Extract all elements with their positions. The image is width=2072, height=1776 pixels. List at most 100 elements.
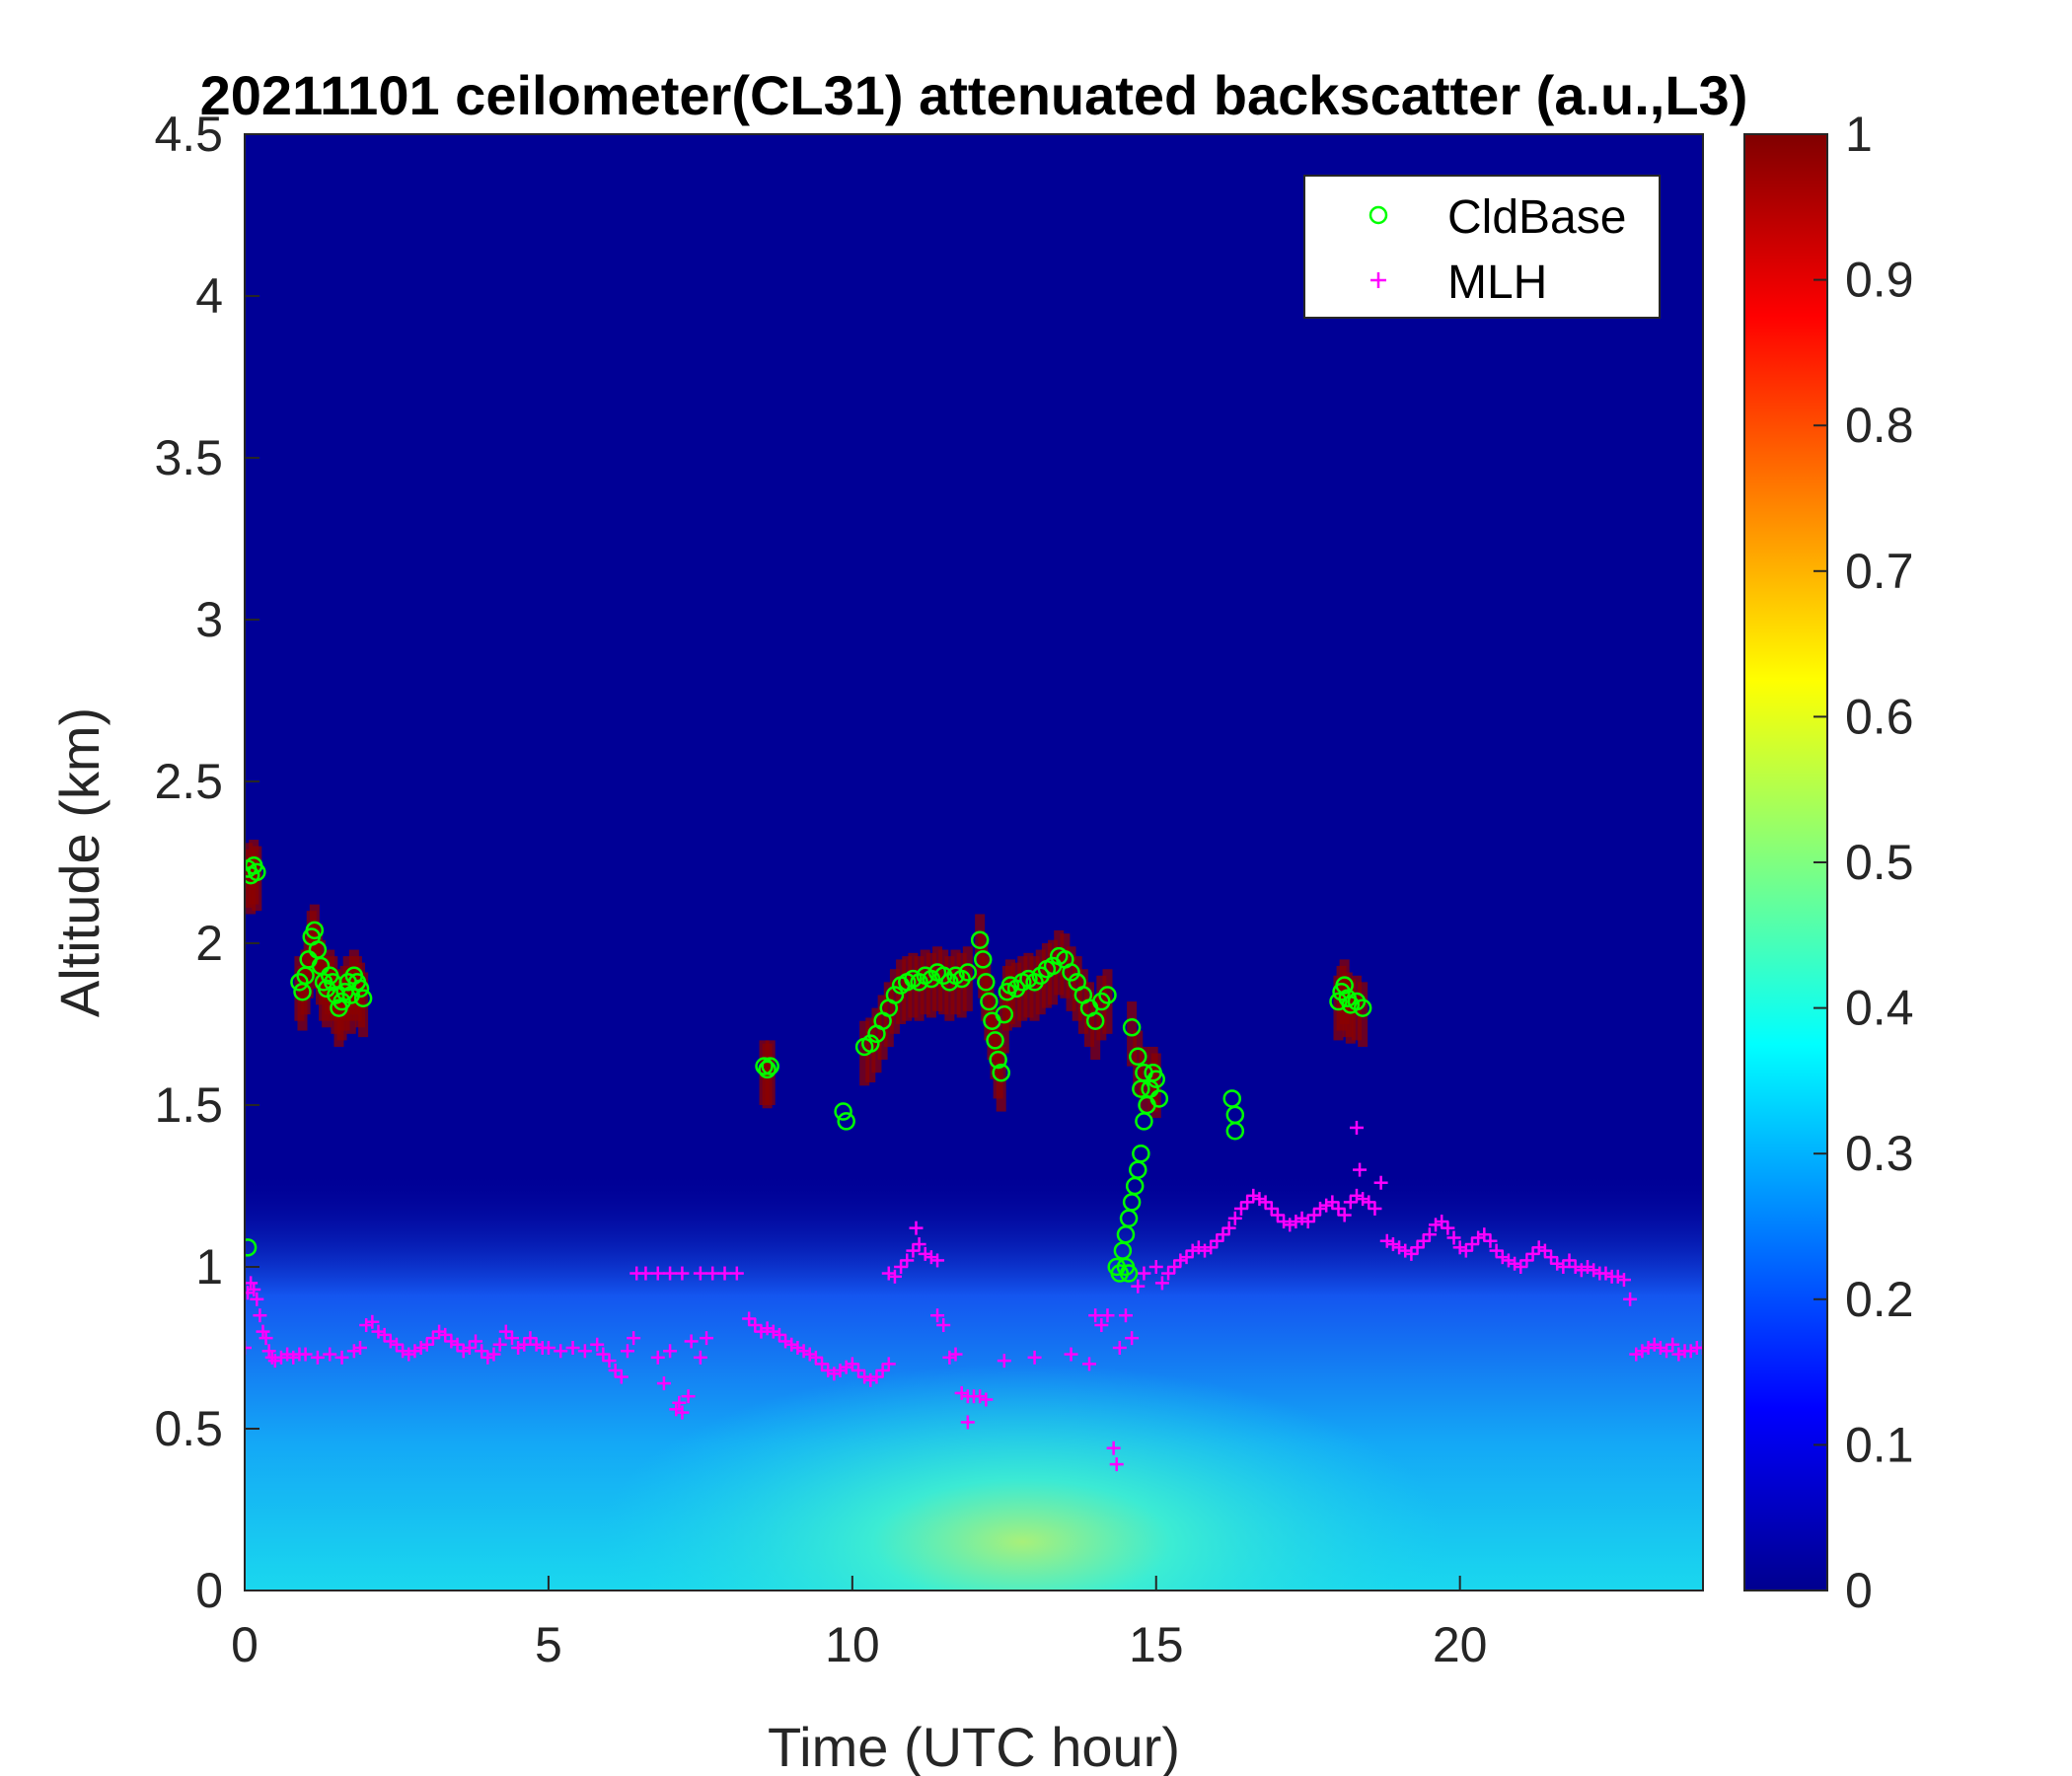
mlh-point xyxy=(909,1221,924,1235)
mlh-point xyxy=(1094,1318,1109,1333)
y-tick-label: 4 xyxy=(195,268,223,324)
plot-area xyxy=(245,134,1703,1591)
colorbar-tick-label: 1 xyxy=(1845,107,1873,162)
cloud-cell xyxy=(1035,949,1046,1015)
y-tick-label: 0 xyxy=(195,1563,223,1618)
mlh-point xyxy=(778,1334,793,1349)
mlh-point xyxy=(334,1350,349,1365)
mlh-point xyxy=(1489,1243,1504,1258)
mlh-point xyxy=(997,1354,1011,1369)
y-tick-label: 0.5 xyxy=(154,1401,223,1456)
mlh-point xyxy=(541,1341,555,1355)
mlh-point xyxy=(1568,1260,1583,1274)
mlh-point xyxy=(1574,1263,1589,1278)
mlh-point xyxy=(766,1324,780,1339)
cldbase-point xyxy=(1329,992,1348,1011)
mlh-point xyxy=(1210,1233,1224,1248)
mlh-point xyxy=(1616,1273,1631,1288)
mlh-point xyxy=(839,1360,853,1374)
mlh-point xyxy=(481,1350,495,1365)
mlh-point xyxy=(717,1266,732,1281)
mlh-point xyxy=(656,1376,671,1391)
cldbase-point xyxy=(1149,1089,1169,1108)
mlh-point xyxy=(1179,1250,1194,1265)
mlh-point xyxy=(851,1363,865,1377)
mlh-point xyxy=(462,1341,477,1355)
mlh-point xyxy=(1131,1279,1146,1294)
x-tick-label: 10 xyxy=(825,1617,880,1672)
mlh-point xyxy=(742,1311,757,1326)
plot-frame xyxy=(244,133,1704,1591)
cloud-cell xyxy=(944,956,955,1021)
mlh-point xyxy=(1349,1120,1364,1135)
mlh-point xyxy=(1112,1341,1127,1355)
mlh-point xyxy=(942,1350,957,1365)
cloud-cell xyxy=(1011,962,1022,1028)
mlh-point xyxy=(833,1363,848,1377)
mlh-point xyxy=(912,1237,926,1252)
mlh-point xyxy=(261,1344,276,1359)
mlh-point xyxy=(529,1337,544,1352)
mlh-point xyxy=(383,1334,398,1349)
y-tick-label: 3.5 xyxy=(154,430,223,485)
cldbase-point xyxy=(992,1063,1010,1082)
x-tick-label: 5 xyxy=(535,1617,562,1672)
mlh-point xyxy=(250,1292,264,1306)
mlh-point xyxy=(1446,1230,1461,1245)
mlh-point xyxy=(1477,1227,1492,1242)
mlh-point xyxy=(1429,1218,1443,1232)
mlh-point xyxy=(1671,1347,1686,1362)
mlh-point xyxy=(1246,1188,1261,1203)
mlh-point xyxy=(1356,1192,1370,1207)
mlh-point xyxy=(845,1357,859,1371)
colorbar-tick-label: 0.8 xyxy=(1845,398,1914,453)
cldbase-point xyxy=(977,973,996,992)
mlh-point xyxy=(1550,1256,1565,1271)
mlh-point xyxy=(881,1357,896,1371)
mlh-point xyxy=(1216,1227,1230,1242)
mlh-point xyxy=(650,1266,665,1281)
mlh-point xyxy=(1385,1237,1400,1252)
mlh-point xyxy=(259,1331,273,1346)
mlh-point xyxy=(577,1344,592,1359)
y-tick-label: 2.5 xyxy=(154,754,223,809)
cloud-cell xyxy=(1041,943,1052,1008)
heatmap-peak xyxy=(597,1364,1448,1591)
mlh-point xyxy=(1422,1227,1437,1242)
cldbase-point xyxy=(248,862,266,882)
mlh-point xyxy=(1598,1266,1613,1281)
cloud-cell xyxy=(925,952,936,1018)
mlh-point xyxy=(1495,1250,1510,1265)
mlh-point xyxy=(346,1344,361,1359)
cldbase-point xyxy=(986,1031,1004,1050)
mlh-point xyxy=(286,1350,301,1365)
mlh-point xyxy=(1647,1337,1662,1352)
mlh-point xyxy=(438,1327,453,1342)
mlh-point xyxy=(705,1266,720,1281)
mlh-point xyxy=(365,1314,380,1329)
mlh-point xyxy=(815,1357,830,1371)
cloud-cell xyxy=(1029,956,1040,1021)
cloud-cell xyxy=(1096,975,1107,1041)
mlh-point xyxy=(1325,1195,1340,1210)
mlh-point xyxy=(1525,1246,1540,1261)
mlh-point xyxy=(1082,1357,1097,1371)
cldbase-point xyxy=(885,986,905,1004)
mlh-point xyxy=(1289,1215,1303,1229)
mlh-point xyxy=(796,1344,811,1359)
mlh-point xyxy=(1368,1201,1382,1216)
mlh-point xyxy=(245,1276,259,1291)
mlh-point xyxy=(930,1253,945,1268)
cldbase-point xyxy=(350,979,370,999)
cldbase-point xyxy=(1225,1121,1245,1141)
mlh-point xyxy=(1562,1253,1577,1268)
cldbase-point xyxy=(989,1050,1007,1070)
cldbase-point xyxy=(1132,1144,1150,1163)
mlh-point xyxy=(1148,1260,1163,1274)
mlh-point xyxy=(425,1331,440,1346)
mlh-point xyxy=(256,1324,270,1339)
mlh-point xyxy=(1264,1201,1279,1216)
mlh-point xyxy=(748,1318,763,1333)
mlh-point xyxy=(565,1341,580,1355)
mlh-point xyxy=(1227,1211,1242,1225)
